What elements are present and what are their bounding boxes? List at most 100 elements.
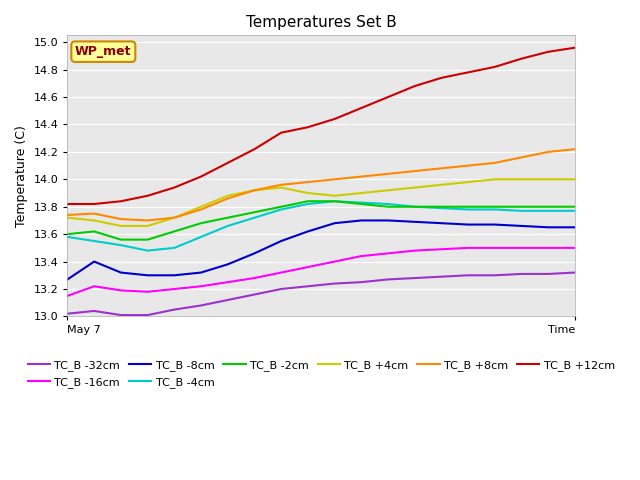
TC_B -16cm	[411, 248, 419, 253]
TC_B -4cm	[197, 234, 205, 240]
TC_B -4cm	[411, 204, 419, 210]
TC_B -8cm	[251, 251, 259, 256]
TC_B -8cm	[438, 220, 445, 226]
TC_B +4cm	[251, 187, 259, 193]
TC_B -4cm	[63, 234, 71, 240]
TC_B +4cm	[197, 204, 205, 210]
TC_B -32cm	[251, 292, 259, 298]
TC_B +12cm	[144, 193, 152, 199]
TC_B -16cm	[518, 245, 525, 251]
TC_B +8cm	[518, 155, 525, 160]
TC_B +8cm	[170, 215, 178, 221]
TC_B +4cm	[571, 177, 579, 182]
TC_B -16cm	[438, 246, 445, 252]
TC_B +8cm	[491, 160, 499, 166]
TC_B -2cm	[251, 209, 259, 215]
TC_B -32cm	[277, 286, 285, 292]
TC_B -16cm	[63, 293, 71, 299]
TC_B +4cm	[438, 182, 445, 188]
TC_B -8cm	[491, 222, 499, 228]
TC_B +12cm	[438, 75, 445, 81]
TC_B -2cm	[545, 204, 552, 210]
TC_B +8cm	[224, 196, 232, 202]
TC_B -4cm	[571, 208, 579, 214]
TC_B +4cm	[491, 177, 499, 182]
TC_B -2cm	[117, 237, 125, 242]
TC_B -8cm	[304, 228, 312, 234]
TC_B -8cm	[63, 276, 71, 282]
TC_B -2cm	[518, 204, 525, 210]
TC_B -4cm	[251, 215, 259, 221]
TC_B +4cm	[384, 187, 392, 193]
TC_B +8cm	[411, 168, 419, 174]
TC_B -4cm	[277, 206, 285, 212]
Line: TC_B -32cm: TC_B -32cm	[67, 273, 575, 315]
TC_B +12cm	[358, 105, 365, 111]
TC_B +12cm	[277, 130, 285, 135]
TC_B +4cm	[304, 190, 312, 196]
TC_B +12cm	[170, 185, 178, 191]
TC_B -4cm	[465, 206, 472, 212]
TC_B +4cm	[144, 223, 152, 229]
TC_B -16cm	[251, 275, 259, 281]
TC_B -2cm	[491, 204, 499, 210]
TC_B +8cm	[571, 146, 579, 152]
TC_B -16cm	[304, 264, 312, 270]
Line: TC_B +8cm: TC_B +8cm	[67, 149, 575, 220]
Line: TC_B -4cm: TC_B -4cm	[67, 201, 575, 251]
TC_B -32cm	[384, 276, 392, 282]
TC_B -32cm	[491, 273, 499, 278]
TC_B +8cm	[358, 174, 365, 180]
TC_B -8cm	[277, 238, 285, 244]
TC_B -4cm	[304, 201, 312, 207]
TC_B -4cm	[117, 242, 125, 248]
TC_B +8cm	[545, 149, 552, 155]
TC_B -2cm	[224, 215, 232, 221]
TC_B -2cm	[304, 198, 312, 204]
TC_B -8cm	[545, 225, 552, 230]
TC_B -4cm	[438, 205, 445, 211]
TC_B -8cm	[358, 217, 365, 223]
TC_B +12cm	[465, 70, 472, 75]
TC_B +8cm	[90, 211, 98, 216]
TC_B -16cm	[491, 245, 499, 251]
TC_B -2cm	[571, 204, 579, 210]
TC_B +12cm	[224, 160, 232, 166]
Title: Temperatures Set B: Temperatures Set B	[246, 15, 397, 30]
TC_B -32cm	[411, 275, 419, 281]
TC_B -32cm	[304, 283, 312, 289]
Line: TC_B -2cm: TC_B -2cm	[67, 201, 575, 240]
TC_B -32cm	[117, 312, 125, 318]
TC_B +12cm	[331, 116, 339, 122]
TC_B -16cm	[197, 283, 205, 289]
TC_B -2cm	[331, 198, 339, 204]
TC_B -8cm	[117, 270, 125, 276]
TC_B +4cm	[170, 215, 178, 221]
TC_B -4cm	[144, 248, 152, 253]
TC_B -32cm	[358, 279, 365, 285]
TC_B -8cm	[518, 223, 525, 229]
Text: WP_met: WP_met	[75, 45, 132, 58]
TC_B -4cm	[491, 206, 499, 212]
TC_B -8cm	[197, 270, 205, 276]
TC_B +4cm	[518, 177, 525, 182]
TC_B -16cm	[144, 289, 152, 295]
TC_B -32cm	[224, 297, 232, 303]
TC_B -8cm	[571, 225, 579, 230]
TC_B +12cm	[304, 124, 312, 130]
TC_B -8cm	[411, 219, 419, 225]
TC_B -4cm	[224, 223, 232, 229]
TC_B +4cm	[63, 215, 71, 221]
TC_B -4cm	[170, 245, 178, 251]
TC_B -4cm	[518, 208, 525, 214]
TC_B +8cm	[438, 166, 445, 171]
TC_B -32cm	[170, 307, 178, 312]
TC_B +4cm	[545, 177, 552, 182]
TC_B -4cm	[358, 200, 365, 205]
TC_B +12cm	[545, 49, 552, 55]
TC_B +8cm	[384, 171, 392, 177]
TC_B -4cm	[384, 201, 392, 207]
TC_B -2cm	[144, 237, 152, 242]
Legend: TC_B -32cm, TC_B -16cm, TC_B -8cm, TC_B -4cm, TC_B -2cm, TC_B +4cm, TC_B +8cm, T: TC_B -32cm, TC_B -16cm, TC_B -8cm, TC_B …	[23, 356, 620, 392]
TC_B -32cm	[63, 311, 71, 317]
